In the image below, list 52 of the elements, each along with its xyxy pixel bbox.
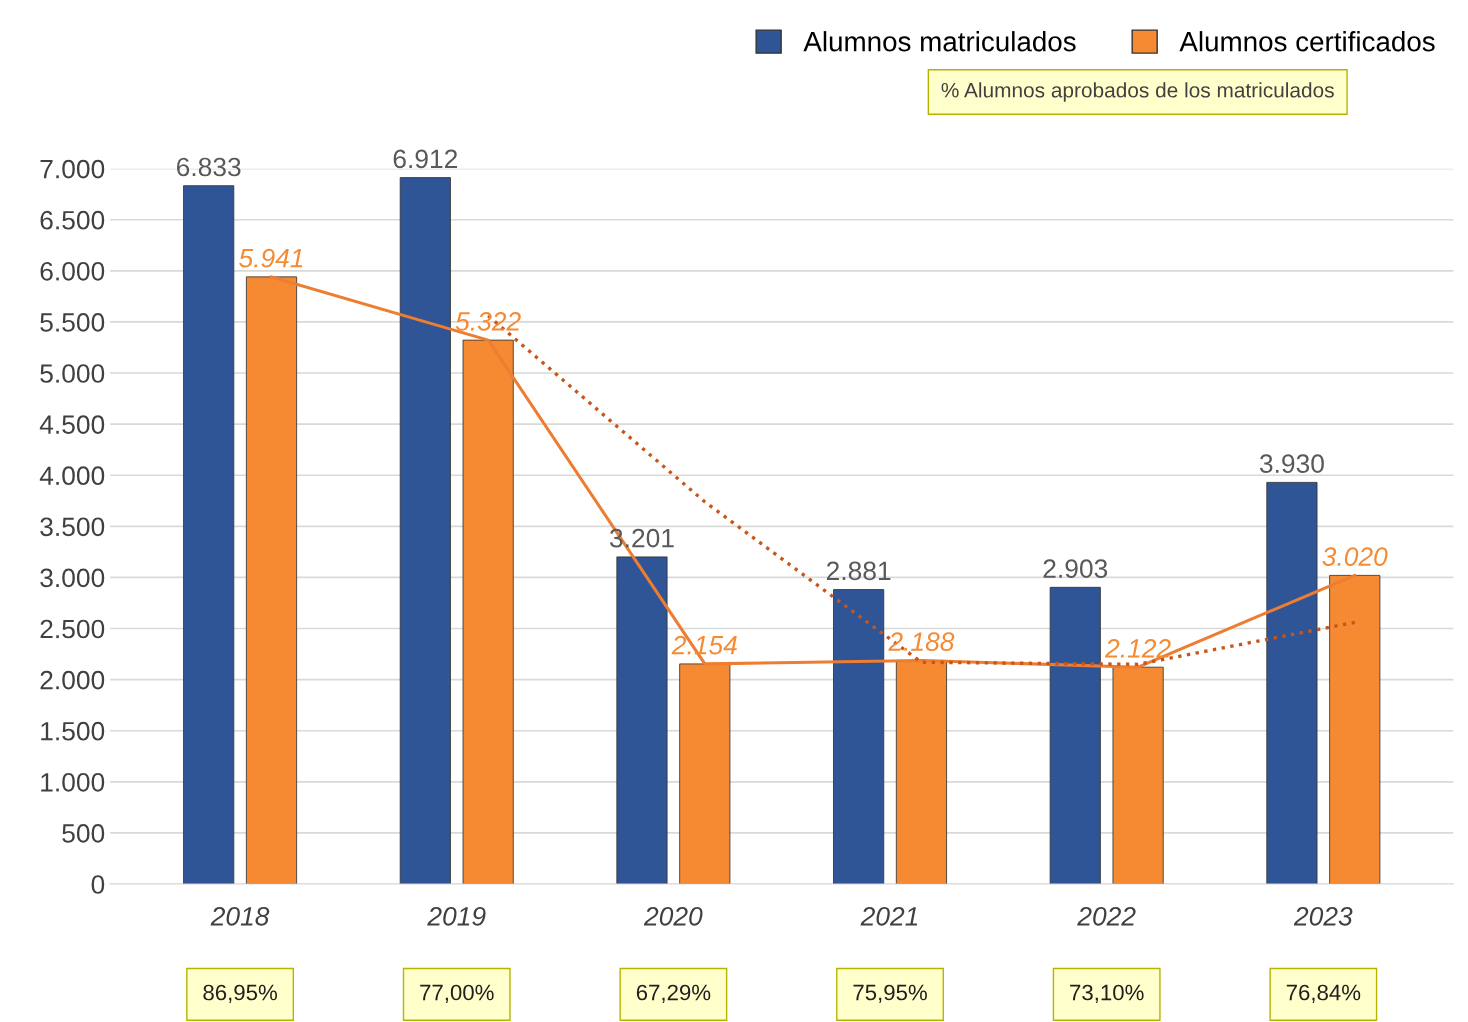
bar: [1329, 574, 1381, 885]
y-tick-label: 2.000: [40, 670, 105, 690]
legend-label: Alumnos certificados: [1179, 31, 1435, 52]
text: % Alumnos aprobados de los matriculados: [941, 82, 1334, 102]
y-tick-label: 5.000: [40, 364, 105, 383]
data-label: 6.912: [393, 149, 458, 169]
y-tick-label: 1.500: [41, 721, 105, 741]
data-label: 2.903: [1043, 559, 1108, 578]
y-tick-label: 3.500: [40, 517, 105, 537]
text: 73,10%: [1070, 984, 1144, 1003]
y-tick-label: 4.000: [39, 466, 105, 486]
text: 75,95%: [853, 984, 927, 1003]
bar: [895, 660, 947, 885]
y-tick-label: 2.500: [40, 619, 105, 639]
y-tick-label: 500: [62, 824, 105, 843]
x-tick-label: 2022: [1077, 906, 1136, 926]
data-label: 3.020: [1322, 547, 1388, 566]
bar: [399, 177, 451, 885]
y-tick-label: 6.000: [40, 261, 105, 281]
y-tick-label: 0: [91, 875, 105, 894]
bar: [1049, 586, 1101, 885]
text: 76,84%: [1286, 984, 1361, 1003]
data-label: 6.833: [177, 157, 241, 177]
bar: [183, 185, 235, 885]
bar: [1112, 666, 1164, 885]
data-label: 2.122: [1104, 639, 1171, 658]
x-tick-label: 2020: [643, 906, 703, 926]
text: 77,00%: [420, 984, 494, 1003]
bar: [245, 276, 298, 885]
y-tick-label: 6.500: [40, 210, 105, 230]
data-label: 3.930: [1259, 454, 1324, 473]
data-label: 2.881: [826, 561, 891, 581]
data-label: 5.941: [239, 248, 303, 268]
bar: [679, 663, 731, 885]
data-label: 2.188: [888, 632, 955, 652]
x-tick-label: 2019: [427, 906, 486, 926]
text: 86,95%: [203, 984, 277, 1003]
y-tick-label: 1.000: [41, 772, 105, 792]
text: 67,29%: [636, 984, 711, 1003]
y-tick-label: 4.500: [39, 415, 105, 434]
y-tick-label: 5.500: [40, 313, 105, 332]
x-tick-label: 2021: [860, 906, 918, 926]
y-tick-label: 3.000: [40, 568, 105, 588]
bar: [833, 589, 885, 885]
y-tick-label: 7.000: [40, 159, 105, 179]
data-label: 5.322: [455, 312, 521, 331]
x-tick-label: 2023: [1293, 906, 1353, 926]
x-tick-label: 2018: [210, 906, 270, 926]
legend-label: Alumnos matriculados: [803, 31, 1076, 52]
bar: [616, 556, 668, 885]
bar: [462, 339, 514, 885]
bar: [1266, 481, 1318, 885]
